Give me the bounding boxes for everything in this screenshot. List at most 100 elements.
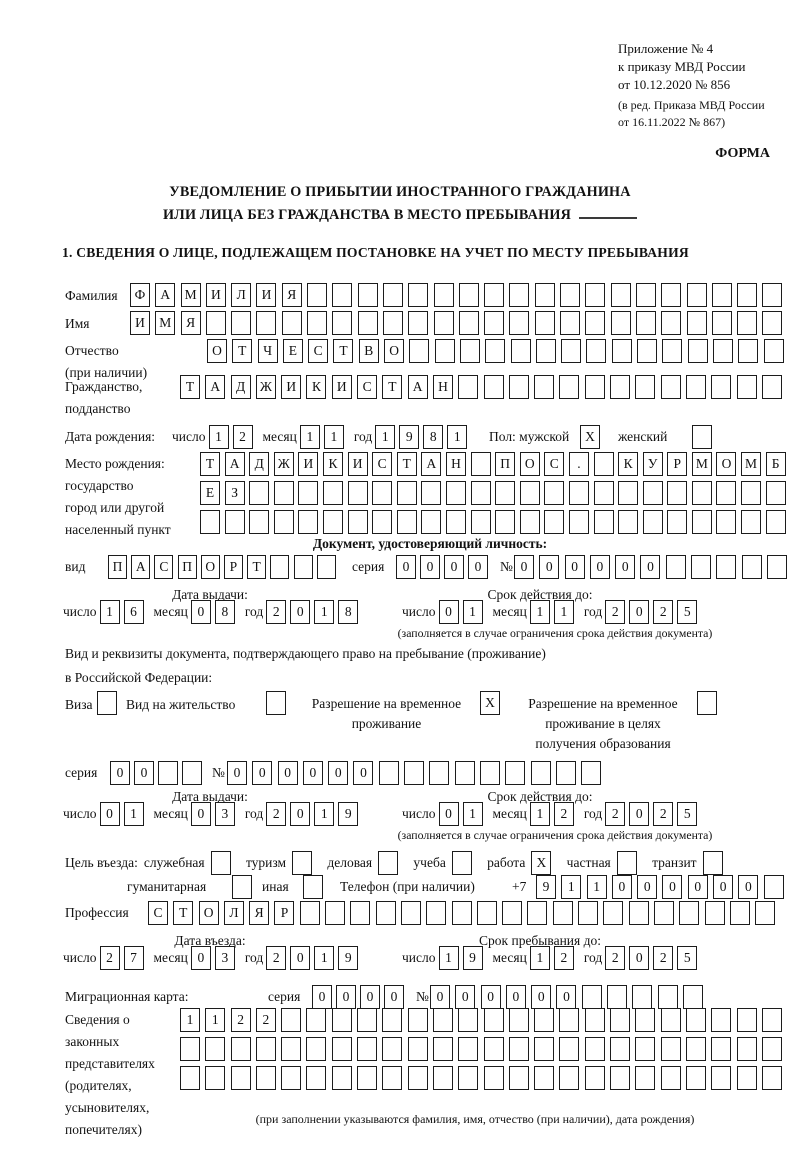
char-box[interactable]: А — [155, 283, 176, 307]
char-box[interactable]: Т — [180, 375, 200, 399]
char-box[interactable] — [686, 283, 707, 307]
char-box[interactable] — [679, 901, 700, 925]
char-box[interactable] — [559, 1008, 580, 1032]
char-box[interactable] — [433, 283, 454, 307]
char-box[interactable]: М — [691, 452, 712, 476]
char-box[interactable] — [508, 1066, 529, 1090]
char-box[interactable] — [205, 1066, 226, 1090]
char-box[interactable]: 1 — [529, 600, 550, 624]
char-box[interactable] — [519, 481, 540, 505]
char-box[interactable]: 1 — [180, 1008, 200, 1032]
char-box[interactable]: 0 — [290, 946, 311, 970]
char-box[interactable]: С — [308, 339, 329, 363]
char-box[interactable]: 2 — [255, 1008, 276, 1032]
char-box[interactable] — [568, 481, 589, 505]
char-box[interactable]: О — [207, 339, 227, 363]
char-box[interactable] — [432, 1037, 453, 1061]
char-box[interactable] — [761, 1066, 782, 1090]
char-box[interactable]: С — [154, 555, 174, 579]
char-box[interactable] — [322, 510, 343, 534]
char-box[interactable] — [432, 1008, 453, 1032]
char-box[interactable] — [331, 1008, 352, 1032]
char-box[interactable] — [331, 1037, 352, 1061]
char-box[interactable]: 5 — [677, 802, 698, 826]
char-box[interactable] — [761, 1037, 782, 1061]
char-box[interactable]: Ж — [255, 375, 276, 399]
char-box[interactable] — [581, 985, 602, 1009]
char-box[interactable] — [476, 901, 497, 925]
char-box[interactable] — [687, 339, 708, 363]
checkbox-work[interactable]: X — [531, 851, 556, 875]
char-box[interactable] — [729, 901, 750, 925]
char-box[interactable] — [331, 1066, 352, 1090]
char-box[interactable] — [350, 901, 371, 925]
char-box[interactable] — [544, 510, 565, 534]
char-box[interactable] — [702, 851, 723, 875]
char-box[interactable] — [653, 901, 674, 925]
char-box[interactable]: О — [384, 339, 405, 363]
char-box[interactable]: 1 — [462, 802, 483, 826]
char-box[interactable] — [408, 283, 429, 307]
char-box[interactable]: 2 — [653, 802, 674, 826]
char-box[interactable] — [610, 375, 631, 399]
char-box[interactable]: 2 — [553, 946, 574, 970]
char-box[interactable] — [180, 1037, 200, 1061]
char-box[interactable] — [375, 901, 396, 925]
char-box[interactable] — [660, 375, 681, 399]
char-box[interactable]: 2 — [605, 802, 626, 826]
char-box[interactable]: 0 — [438, 802, 459, 826]
char-box[interactable]: 0 — [190, 600, 211, 624]
char-box[interactable] — [409, 339, 430, 363]
char-box[interactable]: 0 — [396, 555, 416, 579]
char-box[interactable]: 2 — [653, 946, 674, 970]
char-box[interactable]: С — [372, 452, 393, 476]
char-box[interactable] — [552, 901, 573, 925]
char-box[interactable]: В — [358, 339, 379, 363]
char-box[interactable]: Ж — [273, 452, 294, 476]
char-box[interactable] — [230, 1066, 251, 1090]
char-box[interactable]: 0 — [629, 946, 650, 970]
char-box[interactable] — [510, 339, 531, 363]
char-box[interactable]: А — [131, 555, 151, 579]
char-box[interactable]: 1 — [447, 425, 468, 449]
char-box[interactable]: 0 — [444, 555, 464, 579]
char-box[interactable]: 0 — [662, 875, 683, 899]
char-box[interactable] — [451, 851, 472, 875]
char-box[interactable] — [306, 1037, 327, 1061]
char-box[interactable]: Т — [333, 339, 354, 363]
char-box[interactable] — [458, 1008, 479, 1032]
char-box[interactable] — [763, 339, 784, 363]
char-box[interactable] — [685, 375, 706, 399]
char-box[interactable]: 9 — [338, 946, 359, 970]
char-box[interactable]: 1 — [123, 802, 144, 826]
char-box[interactable]: 0 — [302, 761, 323, 785]
char-box[interactable] — [396, 510, 417, 534]
char-box[interactable] — [665, 555, 686, 579]
char-box[interactable] — [593, 481, 614, 505]
char-box[interactable]: 1 — [438, 946, 459, 970]
char-box[interactable]: 3 — [214, 802, 235, 826]
char-box[interactable] — [434, 339, 455, 363]
char-box[interactable]: 0 — [360, 985, 380, 1009]
char-box[interactable] — [230, 1037, 251, 1061]
char-box[interactable] — [322, 481, 343, 505]
char-box[interactable] — [667, 510, 688, 534]
char-box[interactable] — [357, 1066, 378, 1090]
char-box[interactable]: 0 — [420, 555, 440, 579]
char-box[interactable] — [711, 311, 732, 335]
char-box[interactable]: Е — [282, 339, 303, 363]
char-box[interactable]: Б — [765, 452, 786, 476]
char-box[interactable]: С — [357, 375, 378, 399]
char-box[interactable] — [736, 1066, 757, 1090]
char-box[interactable]: И — [256, 283, 277, 307]
char-box[interactable]: Я — [281, 283, 302, 307]
char-box[interactable]: 0 — [290, 802, 311, 826]
char-box[interactable] — [716, 481, 737, 505]
char-box[interactable] — [232, 875, 252, 899]
char-box[interactable] — [738, 339, 759, 363]
char-box[interactable] — [691, 510, 712, 534]
char-box[interactable] — [741, 481, 762, 505]
char-box[interactable] — [445, 510, 466, 534]
char-box[interactable] — [426, 901, 447, 925]
char-box[interactable]: Р — [223, 555, 243, 579]
